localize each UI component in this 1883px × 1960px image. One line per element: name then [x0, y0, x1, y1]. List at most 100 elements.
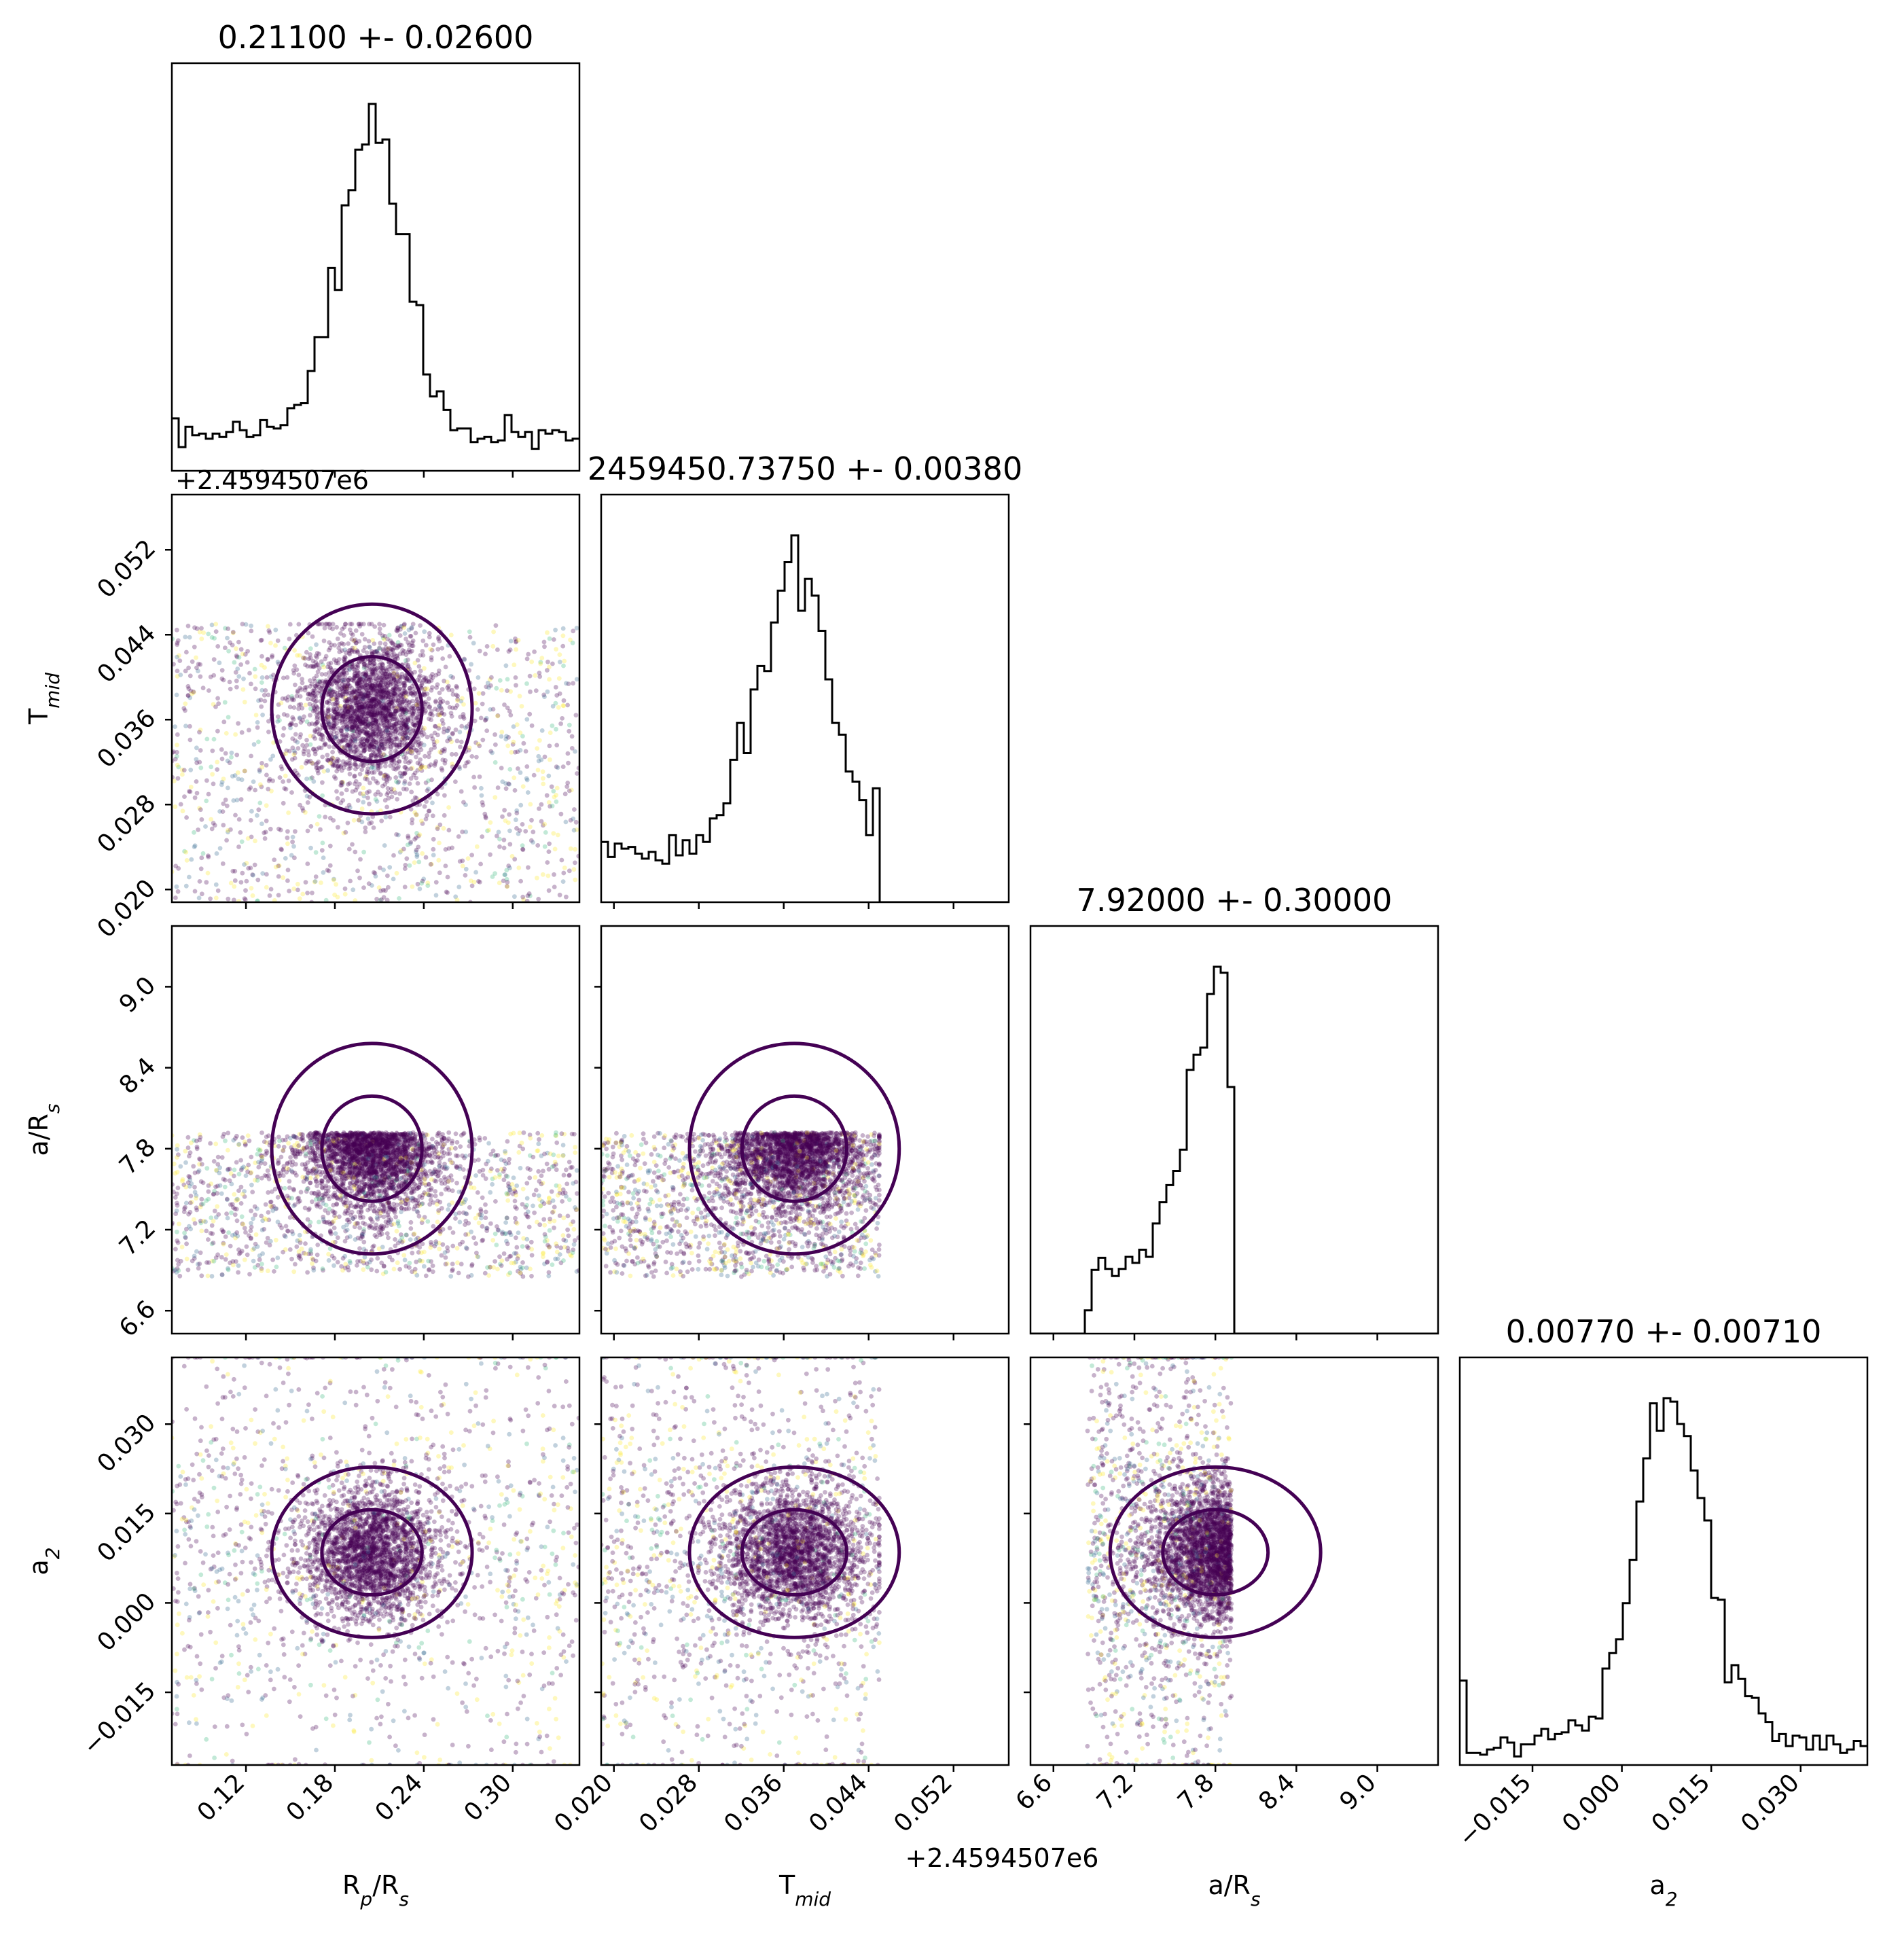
scatter-point — [292, 755, 298, 761]
scatter-point — [411, 1186, 416, 1192]
scatter-point — [342, 698, 348, 703]
scatter-point — [305, 891, 310, 895]
scatter-point — [392, 645, 397, 650]
scatter-point — [347, 702, 353, 708]
scatter-point — [338, 763, 344, 768]
scatter-point — [334, 1160, 340, 1164]
scatter-point — [406, 1130, 411, 1136]
scatter-point — [450, 705, 455, 711]
scatter-point — [334, 882, 338, 887]
scatter-point — [403, 723, 408, 728]
scatter-point — [283, 773, 288, 779]
scatter-point — [361, 1169, 366, 1174]
scatter-point — [365, 683, 370, 688]
scatter-point — [277, 775, 283, 780]
scatter-point — [384, 668, 389, 673]
scatter-point — [346, 717, 351, 722]
scatter-point — [345, 724, 350, 729]
scatter-point — [382, 675, 388, 681]
scatter-point — [325, 714, 329, 719]
scatter-point — [433, 724, 438, 729]
scatter-point — [319, 672, 325, 677]
scatter-point — [325, 758, 331, 763]
scatter-point — [518, 770, 523, 775]
scatter-point — [384, 1171, 389, 1177]
scatter-point — [181, 1182, 187, 1188]
scatter-point — [384, 1137, 389, 1142]
scatter-point — [513, 675, 518, 680]
scatter-point — [400, 706, 405, 711]
scatter-point — [503, 663, 509, 669]
scatter-point — [308, 758, 313, 764]
scatter-point — [264, 1140, 269, 1145]
scatter-point — [461, 800, 466, 805]
scatter-point — [371, 729, 376, 734]
scatter-point — [309, 1190, 315, 1196]
scatter-point — [350, 719, 355, 725]
scatter-point — [245, 660, 250, 665]
scatter-point — [333, 1130, 338, 1136]
scatter-point — [383, 774, 389, 779]
scatter-point — [340, 1194, 345, 1199]
scatter-point — [344, 698, 349, 704]
scatter-point — [418, 669, 423, 673]
scatter-point — [367, 1181, 372, 1187]
scatter-point — [376, 670, 381, 675]
scatter-point — [364, 1193, 369, 1198]
scatter-point — [433, 673, 439, 678]
scatter-point — [378, 764, 383, 769]
scatter-point — [327, 1148, 332, 1154]
scatter-point — [394, 645, 399, 651]
scatter-point — [466, 747, 471, 753]
scatter-point — [330, 1155, 336, 1160]
scatter-point — [516, 1150, 522, 1155]
scatter-point — [554, 1167, 559, 1173]
scatter-point — [346, 1150, 351, 1154]
scatter-point — [400, 1159, 406, 1164]
scatter-point — [361, 736, 365, 741]
scatter-point — [302, 688, 308, 693]
scatter-point — [371, 704, 376, 709]
scatter-point — [410, 1147, 416, 1152]
scatter-point — [379, 739, 384, 744]
scatter-point — [514, 683, 518, 688]
scatter-point — [423, 817, 429, 821]
scatter-point — [573, 713, 579, 718]
scatter-point — [411, 721, 416, 726]
scatter-point — [380, 745, 385, 751]
scatter-point — [398, 692, 404, 697]
scatter-point — [402, 707, 407, 713]
scatter-point — [363, 774, 369, 779]
scatter-point — [405, 767, 410, 772]
scatter-point — [463, 830, 469, 834]
scatter-point — [410, 748, 414, 753]
scatter-point — [377, 630, 382, 636]
scatter-point — [461, 714, 466, 719]
scatter-point — [404, 755, 409, 761]
scatter-point — [390, 731, 395, 736]
scatter-point — [392, 1188, 397, 1194]
scatter-point — [389, 700, 394, 705]
scatter-point — [358, 1169, 363, 1173]
scatter-point — [266, 719, 271, 724]
scatter-point — [335, 696, 340, 701]
scatter-point — [365, 713, 370, 719]
scatter-point — [370, 1166, 375, 1171]
scatter-point — [328, 1147, 334, 1152]
scatter-point — [308, 683, 313, 689]
scatter-point — [388, 699, 393, 705]
scatter-point — [309, 721, 315, 726]
scatter-point — [414, 796, 419, 801]
scatter-point — [378, 641, 383, 646]
scatter-point — [383, 705, 389, 710]
scatter-point — [283, 751, 288, 756]
scatter-point — [242, 1194, 247, 1199]
scatter-point — [528, 824, 533, 830]
scatter-point — [550, 723, 555, 728]
scatter-point — [393, 698, 399, 703]
scatter-point — [380, 671, 384, 675]
scatter-point — [176, 764, 181, 770]
scatter-point — [372, 658, 377, 663]
scatter-point — [340, 1131, 346, 1137]
scatter-point — [370, 744, 375, 749]
